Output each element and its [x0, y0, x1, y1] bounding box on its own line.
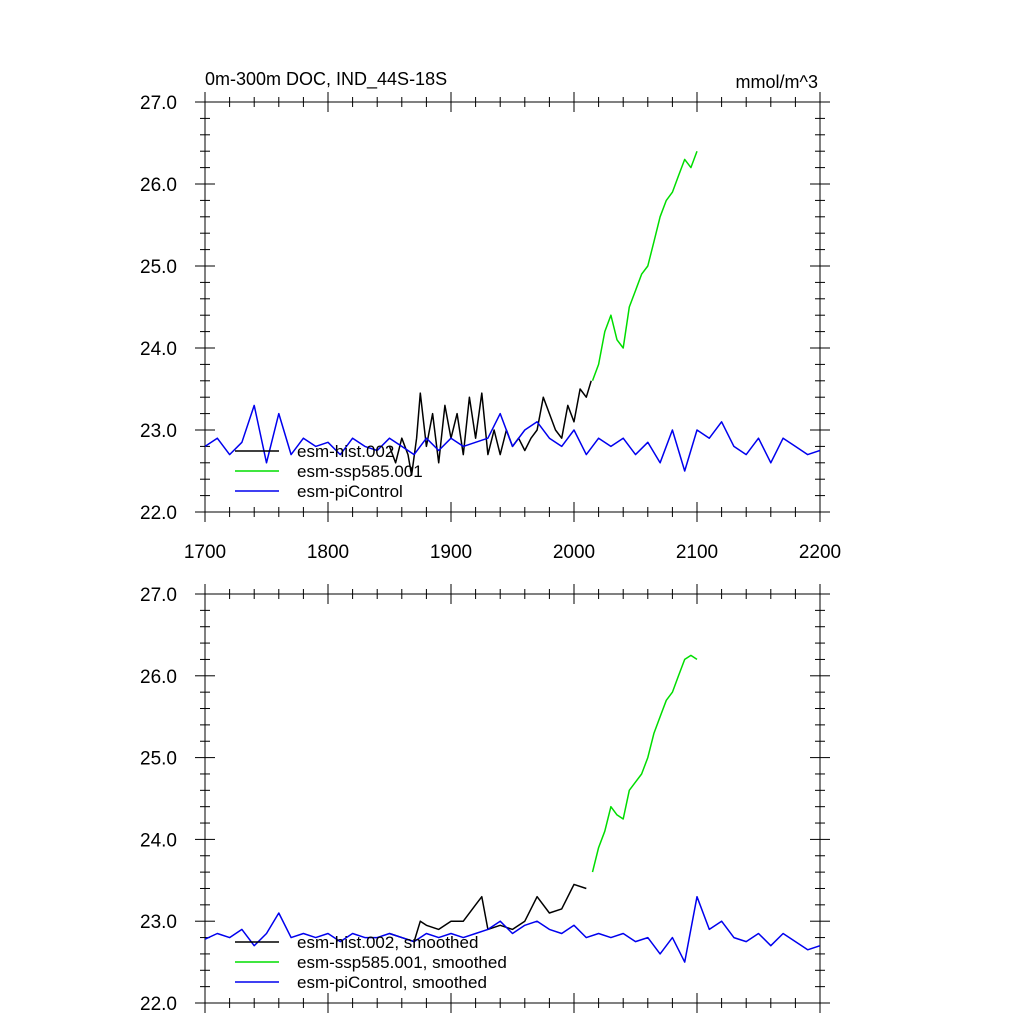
legend-label-0: esm-hist.002	[297, 442, 394, 461]
y-tick-label: 26.0	[140, 667, 177, 688]
series-group	[205, 150, 820, 476]
plot-frame	[204, 101, 821, 513]
x-tick-label: 1700	[184, 542, 226, 563]
x-tick-label: 1800	[307, 542, 349, 563]
y-tick-label: 23.0	[140, 912, 177, 933]
plot-frame	[204, 593, 821, 1004]
chart-title: 0m-300m DOC, IND_44S-18S	[205, 69, 447, 90]
series-line-1	[591, 150, 698, 382]
series-line-0	[388, 380, 592, 476]
bottom-panel: 22.0 23.0 24.0 25.0 26.0 27.0 esm-hist.002, sm…	[140, 584, 830, 1015]
legend-label-2: esm-piControl	[297, 482, 403, 501]
y-tick-label: 24.0	[140, 830, 177, 851]
series-line-2	[205, 895, 820, 963]
y-tick-label: 27.0	[140, 585, 177, 606]
y-tick-label: 25.0	[140, 749, 177, 770]
units-label: mmol/m^3	[736, 72, 818, 92]
series-line-0	[389, 883, 587, 943]
x-tick-label: 2200	[799, 542, 841, 563]
y-tick-label: 23.0	[140, 421, 177, 442]
x-tick-label: 2000	[553, 542, 595, 563]
y-tick-label: 25.0	[140, 257, 177, 278]
top-panel: 22.0 23.0 24.0 25.0 26.0 27.0 1700 1800 1900 2000…	[140, 69, 841, 563]
series-line-2	[205, 404, 820, 472]
y-tick-label: 24.0	[140, 339, 177, 360]
y-tick-label: 22.0	[140, 994, 177, 1015]
series-group	[205, 654, 820, 963]
y-tick-label: 22.0	[140, 503, 177, 524]
x-tick-label: 1900	[430, 542, 472, 563]
y-tick-label: 27.0	[140, 93, 177, 114]
legend-label-2: esm-piControl, smoothed	[297, 973, 487, 992]
legend-label-1: esm-ssp585.001	[297, 462, 423, 481]
x-tick-label: 2100	[676, 542, 718, 563]
legend-label-1: esm-ssp585.001, smoothed	[297, 953, 507, 972]
legend-label-0: esm-hist.002, smoothed	[297, 933, 478, 952]
series-line-1	[591, 654, 698, 873]
y-tick-label: 26.0	[140, 175, 177, 196]
